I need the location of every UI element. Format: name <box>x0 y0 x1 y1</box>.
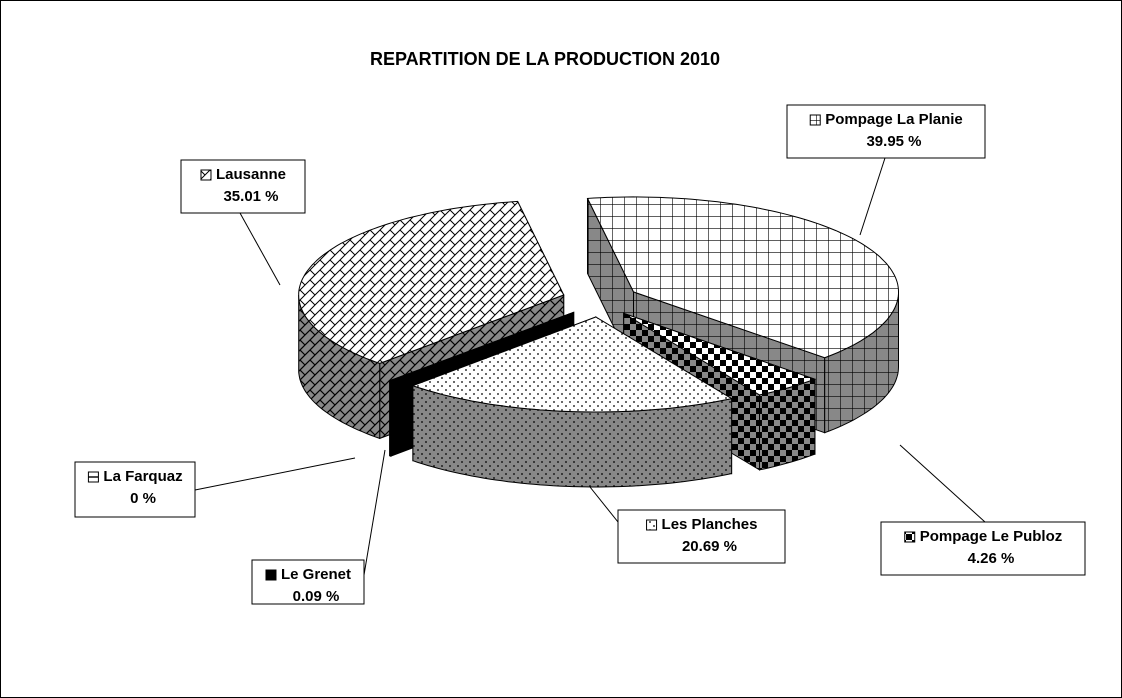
legend-key <box>809 114 821 126</box>
leader-line <box>194 457 356 491</box>
pie <box>298 196 899 488</box>
slice-top <box>586 196 899 359</box>
label-box <box>180 159 306 214</box>
label-name: La Farquaz <box>103 468 182 485</box>
legend-key <box>265 569 277 581</box>
label-box <box>74 461 196 518</box>
label-box <box>251 559 365 605</box>
label-value: 4.26 % <box>968 550 1015 567</box>
leader-line <box>899 444 986 523</box>
slice-top <box>411 316 733 413</box>
label-name: Pompage La Planie <box>825 111 963 128</box>
label-box <box>617 509 786 564</box>
legend-key <box>200 169 212 181</box>
label-name: Lausanne <box>216 166 286 183</box>
label-value: 35.01 % <box>223 188 278 205</box>
chart-title: REPARTITION DE LA PRODUCTION 2010 <box>370 49 720 69</box>
legend-key <box>87 471 99 483</box>
label-name: Pompage Le Publoz <box>920 528 1063 545</box>
slice-top <box>298 200 565 364</box>
slice-top <box>623 312 817 396</box>
label-name: Les Planches <box>662 516 758 533</box>
label-value: 20.69 % <box>682 538 737 555</box>
leader-line <box>859 157 886 236</box>
label-value: 0 % <box>130 490 156 507</box>
legend-key <box>904 531 916 543</box>
label-value: 39.95 % <box>866 133 921 150</box>
leader-line <box>363 449 386 576</box>
slice-wall <box>389 380 392 457</box>
slice-top <box>388 311 574 382</box>
label-name: Le Grenet <box>281 566 351 583</box>
label-value: 0.09 % <box>293 588 340 605</box>
label-box <box>786 104 986 159</box>
label-box <box>880 521 1086 576</box>
labels: Pompage La Planie 39.95 % Pompage Le Publo… <box>74 104 1086 605</box>
legend-key <box>646 519 658 531</box>
leader-line <box>239 212 281 286</box>
